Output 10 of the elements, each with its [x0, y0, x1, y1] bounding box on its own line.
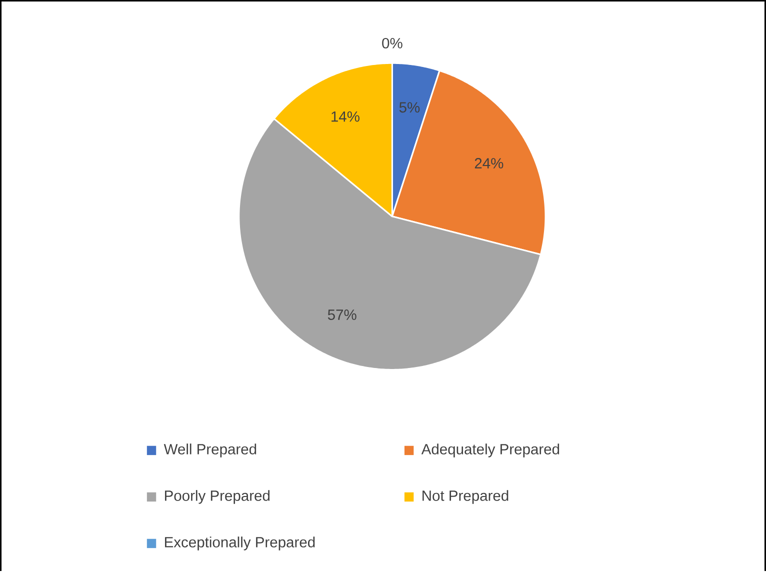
legend-label: Adequately Prepared [421, 444, 560, 458]
text: 0% [382, 38, 402, 48]
legend-label: Poorly Prepared [165, 490, 270, 504]
data-label: 57% [328, 310, 356, 320]
legend-label: Exceptionally Prepared [165, 536, 315, 550]
legend-label: Well Prepared [164, 444, 256, 458]
legend-label: Not Prepared [422, 490, 508, 504]
data-label: 24% [474, 158, 504, 169]
data-label: 5% [399, 102, 420, 113]
data-label: 14% [332, 111, 360, 122]
